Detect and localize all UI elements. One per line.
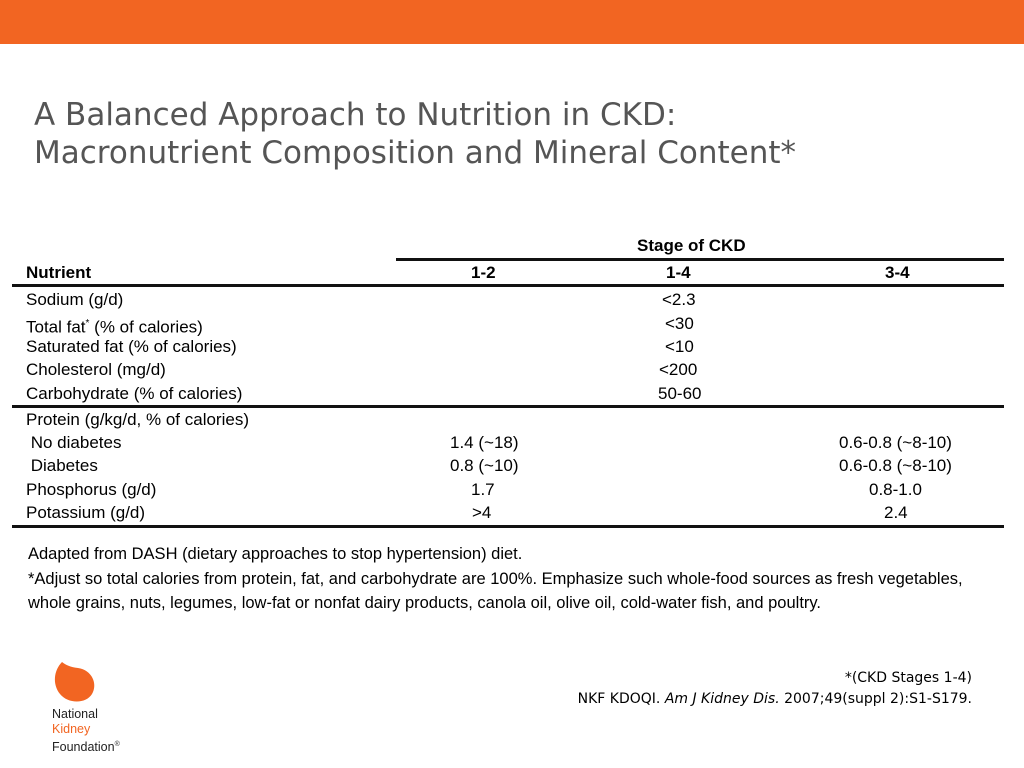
row-total-fat-value: <30 bbox=[665, 314, 694, 333]
logo-line-national: National bbox=[52, 707, 98, 721]
nutrition-table: Stage of CKD Nutrient 1-2 1-4 3-4 Sodium… bbox=[12, 236, 1004, 528]
header-stage-1-2: 1-2 bbox=[471, 263, 496, 282]
total-fat-asterisk: * bbox=[85, 318, 90, 329]
row-diabetes-3-4: 0.6-0.8 (~8-10) bbox=[839, 456, 952, 475]
citation-prefix: NKF KDOQI. bbox=[577, 691, 665, 707]
bottom-rule bbox=[12, 525, 1004, 528]
header-stage-3-4: 3-4 bbox=[885, 263, 910, 282]
row-sodium-label: Sodium (g/d) bbox=[26, 290, 124, 309]
logo-registered-mark: ® bbox=[114, 741, 120, 748]
row-sodium-value: <2.3 bbox=[662, 290, 696, 309]
header-stage-1-4: 1-4 bbox=[666, 263, 691, 282]
stage-group-header: Stage of CKD bbox=[637, 236, 746, 255]
row-no-diabetes-1-2: 1.4 (~18) bbox=[450, 433, 519, 452]
citation-stages: *(CKD Stages 1-4) bbox=[844, 670, 972, 686]
total-fat-suffix: (% of calories) bbox=[89, 317, 203, 337]
row-potassium-1-2: >4 bbox=[472, 503, 492, 522]
title-line-1: A Balanced Approach to Nutrition in CKD: bbox=[34, 97, 677, 133]
row-saturated-fat-value: <10 bbox=[665, 337, 694, 356]
header-nutrient: Nutrient bbox=[26, 263, 92, 282]
footnote-source: Adapted from DASH (dietary approaches to… bbox=[28, 545, 523, 563]
nkf-logo-text: National Kidney Foundation® bbox=[52, 707, 120, 755]
page-title: A Balanced Approach to Nutrition in CKD:… bbox=[34, 96, 994, 172]
citation: *(CKD Stages 1-4) NKF KDOQI. Am J Kidney… bbox=[578, 668, 972, 710]
row-carbohydrate-label: Carbohydrate (% of calories) bbox=[26, 384, 243, 403]
citation-reference: NKF KDOQI. Am J Kidney Dis. 2007;49(supp… bbox=[578, 689, 972, 710]
citation-suffix: 2007;49(suppl 2):S1-S179. bbox=[779, 691, 972, 707]
row-carbohydrate-value: 50-60 bbox=[658, 384, 702, 403]
stage-rule bbox=[396, 258, 1004, 261]
footnote-adjustment: *Adjust so total calories from protein, … bbox=[28, 569, 963, 613]
row-total-fat-label: Total fat* (% of calories) bbox=[26, 312, 203, 339]
row-diabetes-1-2: 0.8 (~10) bbox=[450, 456, 519, 475]
section-rule bbox=[12, 405, 1004, 408]
footnote: Adapted from DASH (dietary approaches to… bbox=[28, 542, 1008, 616]
logo-line-kidney: Kidney bbox=[52, 722, 91, 736]
row-phosphorus-label: Phosphorus (g/d) bbox=[26, 480, 157, 499]
row-no-diabetes-3-4: 0.6-0.8 (~8-10) bbox=[839, 433, 952, 452]
title-line-2: Macronutrient Composition and Mineral Co… bbox=[34, 135, 797, 171]
row-phosphorus-1-2: 1.7 bbox=[471, 480, 495, 499]
nkf-logo-icon bbox=[54, 662, 95, 702]
logo-line-foundation: Foundation® bbox=[52, 737, 120, 755]
row-phosphorus-3-4: 0.8-1.0 bbox=[869, 480, 922, 499]
total-fat-text: Total fat bbox=[26, 317, 86, 337]
header-rule bbox=[12, 284, 1004, 287]
row-protein-header: Protein (g/kg/d, % of calories) bbox=[26, 410, 249, 429]
row-cholesterol-label: Cholesterol (mg/d) bbox=[26, 360, 166, 379]
row-saturated-fat-label: Saturated fat (% of calories) bbox=[26, 337, 237, 356]
row-cholesterol-value: <200 bbox=[659, 360, 698, 379]
citation-journal: Am J Kidney Dis. bbox=[664, 691, 780, 707]
row-no-diabetes-label: No diabetes bbox=[26, 433, 122, 452]
row-diabetes-label: Diabetes bbox=[26, 456, 98, 475]
row-potassium-3-4: 2.4 bbox=[884, 503, 908, 522]
top-accent-bar bbox=[0, 0, 1024, 44]
logo-foundation-text: Foundation bbox=[52, 740, 115, 755]
row-potassium-label: Potassium (g/d) bbox=[26, 503, 146, 522]
